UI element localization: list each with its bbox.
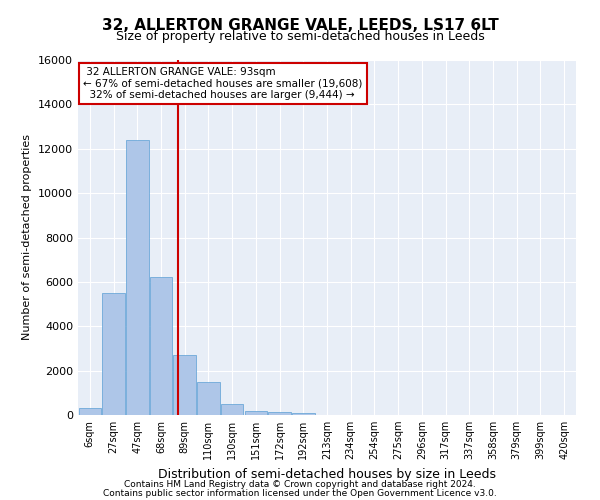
- Bar: [173, 355, 196, 415]
- Bar: [245, 410, 267, 415]
- Bar: [221, 404, 244, 415]
- Bar: [292, 413, 314, 415]
- Y-axis label: Number of semi-detached properties: Number of semi-detached properties: [22, 134, 32, 340]
- Text: Size of property relative to semi-detached houses in Leeds: Size of property relative to semi-detach…: [116, 30, 484, 43]
- Bar: [103, 293, 125, 415]
- Bar: [79, 408, 101, 415]
- Text: Contains HM Land Registry data © Crown copyright and database right 2024.: Contains HM Land Registry data © Crown c…: [124, 480, 476, 489]
- X-axis label: Distribution of semi-detached houses by size in Leeds: Distribution of semi-detached houses by …: [158, 468, 496, 480]
- Bar: [126, 140, 149, 415]
- Bar: [268, 412, 291, 415]
- Text: 32 ALLERTON GRANGE VALE: 93sqm
← 67% of semi-detached houses are smaller (19,608: 32 ALLERTON GRANGE VALE: 93sqm ← 67% of …: [83, 67, 362, 100]
- Bar: [150, 278, 172, 415]
- Text: Contains public sector information licensed under the Open Government Licence v3: Contains public sector information licen…: [103, 488, 497, 498]
- Text: 32, ALLERTON GRANGE VALE, LEEDS, LS17 6LT: 32, ALLERTON GRANGE VALE, LEEDS, LS17 6L…: [101, 18, 499, 32]
- Bar: [197, 382, 220, 415]
